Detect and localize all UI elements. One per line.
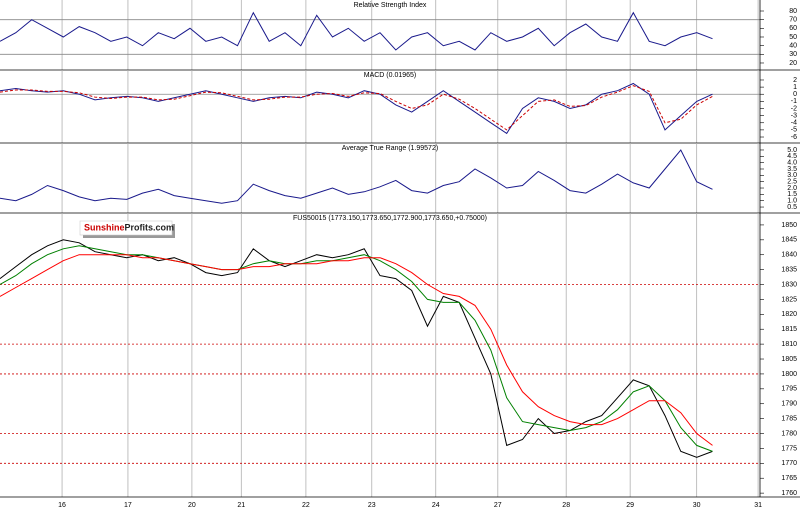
y-tick-label: 20	[789, 60, 797, 67]
y-tick-label: 5.0	[787, 147, 797, 154]
panel-title: MACD (0.01965)	[364, 72, 417, 79]
y-tick-label: 1775	[781, 445, 797, 452]
x-tick-label: 17	[124, 502, 132, 509]
y-tick-label: 1765	[781, 475, 797, 482]
y-tick-label: 50	[789, 34, 797, 41]
series-line	[0, 254, 713, 446]
x-tick-label: 30	[693, 502, 701, 509]
series-line	[0, 85, 713, 131]
y-tick-label: 0.5	[787, 204, 797, 211]
y-tick-label: 1850	[781, 222, 797, 229]
y-tick-label: 40	[789, 42, 797, 49]
x-tick-label: 21	[237, 502, 245, 509]
x-tick-label: 31	[754, 502, 762, 509]
logo-part2: Profits.com	[125, 223, 175, 233]
series-line	[0, 239, 713, 458]
y-tick-label: 1810	[781, 341, 797, 348]
y-tick-label: 1820	[781, 311, 797, 318]
y-tick-label: 1830	[781, 281, 797, 288]
y-tick-label: -3	[791, 112, 797, 119]
logo: SunshineProfits.com	[79, 220, 175, 238]
y-tick-label: 1770	[781, 460, 797, 467]
y-tick-label: -1	[791, 98, 797, 105]
x-tick-label: 28	[562, 502, 570, 509]
series-line	[0, 11, 713, 51]
y-tick-label: 1805	[781, 356, 797, 363]
y-tick-label: 2.0	[787, 185, 797, 192]
x-tick-label: 16	[58, 502, 66, 509]
y-tick-label: 60	[789, 25, 797, 32]
y-tick-label: 3.5	[787, 166, 797, 173]
panel-title: Relative Strength Index	[354, 2, 427, 9]
y-tick-label: 2	[793, 77, 797, 84]
y-tick-label: 1825	[781, 296, 797, 303]
logo-text: SunshineProfits.com	[84, 223, 174, 233]
y-tick-label: 4.0	[787, 159, 797, 166]
y-tick-label: 1780	[781, 430, 797, 437]
y-tick-label: 1	[793, 84, 797, 91]
y-tick-label: 1785	[781, 415, 797, 422]
y-tick-label: 0	[793, 91, 797, 98]
y-tick-label: 1800	[781, 371, 797, 378]
y-tick-label: 30	[789, 51, 797, 58]
y-tick-label: -6	[791, 134, 797, 141]
y-tick-label: -4	[791, 120, 797, 127]
y-tick-label: -2	[791, 105, 797, 112]
y-tick-label: 1795	[781, 386, 797, 393]
x-tick-label: 24	[432, 502, 440, 509]
x-tick-label: 27	[494, 502, 502, 509]
y-tick-label: 3.0	[787, 172, 797, 179]
y-tick-label: 1.0	[787, 198, 797, 205]
y-tick-label: 1835	[781, 266, 797, 273]
y-tick-label: 1790	[781, 401, 797, 408]
x-tick-label: 20	[188, 502, 196, 509]
y-tick-label: 4.5	[787, 153, 797, 160]
x-tick-label: 29	[626, 502, 634, 509]
panel-title: Average True Range (1.99572)	[342, 145, 438, 152]
x-tick-label: 23	[368, 502, 376, 509]
logo-box	[79, 220, 173, 236]
y-tick-label: 1.5	[787, 191, 797, 198]
panel-title: FUS50015 (1773.150,1773.650,1772.900,177…	[293, 215, 487, 222]
y-tick-label: 1845	[781, 237, 797, 244]
y-tick-label: 1840	[781, 252, 797, 259]
y-tick-label: -5	[791, 127, 797, 134]
y-tick-label: 1760	[781, 490, 797, 497]
y-tick-label: 2.5	[787, 179, 797, 186]
y-tick-label: 1815	[781, 326, 797, 333]
series-line	[0, 149, 713, 204]
y-tick-label: 80	[789, 8, 797, 15]
y-tick-label: 70	[789, 17, 797, 24]
logo-part1: Sunshine	[84, 223, 125, 233]
x-tick-label: 22	[302, 502, 310, 509]
